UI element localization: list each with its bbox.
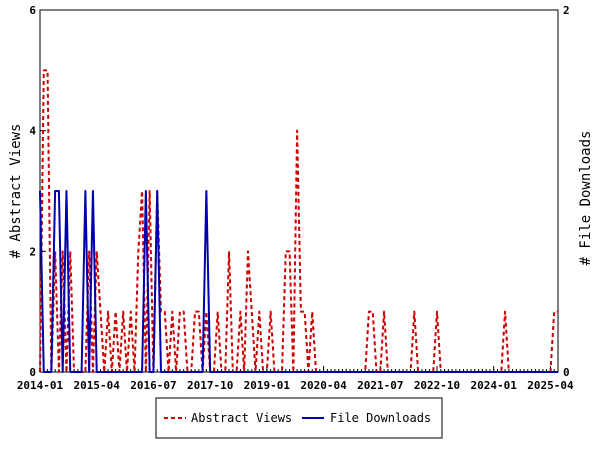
x-tick-label: 2017-10 [187,379,233,392]
x-tick-label: 2024-01 [471,379,518,392]
y-left-tick-label: 6 [29,4,36,17]
plot-area [39,9,559,373]
x-tick-label: 2021-07 [357,379,403,392]
y-left-tick-label: 2 [29,245,36,258]
x-tick-label: 2025-04 [527,379,574,392]
legend-label-file-downloads: File Downloads [330,411,431,425]
tick-labels: 2014-01 2015-04 2016-07 2017-10 2019-01 2020-… [17,4,574,392]
series-lines [39,69,558,373]
x-tick-label: 2016-07 [130,379,176,392]
x-tick-label: 2014-01 [17,379,64,392]
x-tick-label: 2020-04 [300,379,347,392]
x-tick-label: 2022-10 [414,379,460,392]
legend: Abstract Views File Downloads [155,397,443,439]
legend-label-abstract-views: Abstract Views [191,411,292,425]
legend-box [155,397,443,439]
y-axis-right-title: # File Downloads [578,131,594,266]
y-left-tick-label: 4 [29,125,36,138]
y-right-tick-label: 0 [563,366,570,379]
y-right-tick-label: 2 [563,4,570,17]
x-tick-label: 2015-04 [74,379,121,392]
x-tick-label: 2019-01 [244,379,291,392]
series-line-file-downloads [39,190,558,373]
y-axis-left-title: # Abstract Views [8,124,24,259]
y-left-tick-label: 0 [29,366,36,379]
